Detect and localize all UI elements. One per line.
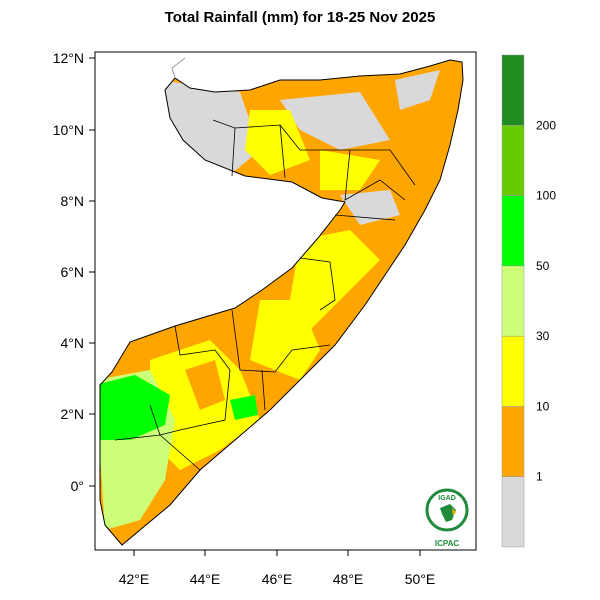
svg-text:6°N: 6°N bbox=[61, 264, 85, 280]
svg-text:12°N: 12°N bbox=[53, 50, 84, 66]
colorbar-swatch bbox=[501, 195, 525, 267]
svg-text:10°N: 10°N bbox=[53, 122, 84, 138]
colorbar-legend: 1 10 30 50 100 200 bbox=[501, 54, 556, 548]
map-title: Total Rainfall (mm) for 18-25 Nov 2025 bbox=[164, 9, 436, 26]
lon-tick: 46°E bbox=[262, 550, 293, 587]
svg-text:44°E: 44°E bbox=[190, 571, 221, 587]
svg-text:0°: 0° bbox=[71, 478, 84, 494]
igad-emblem-icon bbox=[425, 488, 469, 532]
djibouti-border bbox=[171, 57, 186, 79]
colorbar-label: 50 bbox=[536, 259, 550, 273]
svg-text:8°N: 8°N bbox=[61, 193, 85, 209]
lat-tick: 10°N bbox=[53, 122, 95, 138]
svg-text:48°E: 48°E bbox=[333, 571, 364, 587]
lon-axis: 42°E 44°E 46°E 48°E 50°E bbox=[119, 550, 436, 587]
lon-tick: 50°E bbox=[405, 550, 436, 587]
lat-tick: 6°N bbox=[61, 264, 95, 280]
icpac-logo: IGAD ICPAC bbox=[418, 486, 476, 548]
colorbar-swatch bbox=[501, 54, 525, 126]
colorbar-swatch bbox=[501, 125, 525, 196]
lat-axis: 12°N 10°N 8°N 6°N 4°N 2°N 0° bbox=[53, 50, 95, 494]
lon-tick: 42°E bbox=[119, 550, 150, 587]
svg-text:50°E: 50°E bbox=[405, 571, 436, 587]
colorbar-label: 100 bbox=[536, 189, 556, 203]
colorbar-swatch bbox=[501, 335, 525, 407]
colorbar-swatch bbox=[501, 265, 525, 337]
lon-tick: 44°E bbox=[190, 550, 221, 587]
colorbar-label: 1 bbox=[536, 470, 543, 484]
lon-tick: 48°E bbox=[333, 550, 364, 587]
lat-tick: 8°N bbox=[61, 193, 95, 209]
colorbar-label: 30 bbox=[536, 329, 550, 343]
svg-text:4°N: 4°N bbox=[61, 335, 85, 351]
lat-tick: 2°N bbox=[61, 406, 95, 422]
colorbar-label: 200 bbox=[536, 118, 556, 132]
svg-text:46°E: 46°E bbox=[262, 571, 293, 587]
colorbar-label: 10 bbox=[536, 399, 550, 413]
colorbar-swatch bbox=[501, 406, 525, 477]
lat-tick: 4°N bbox=[61, 335, 95, 351]
colorbar-swatch bbox=[501, 476, 525, 548]
lat-tick: 12°N bbox=[53, 50, 95, 66]
svg-text:2°N: 2°N bbox=[61, 406, 85, 422]
lat-tick: 0° bbox=[71, 478, 95, 494]
region-boundaries bbox=[114, 119, 416, 471]
svg-text:42°E: 42°E bbox=[119, 571, 150, 587]
